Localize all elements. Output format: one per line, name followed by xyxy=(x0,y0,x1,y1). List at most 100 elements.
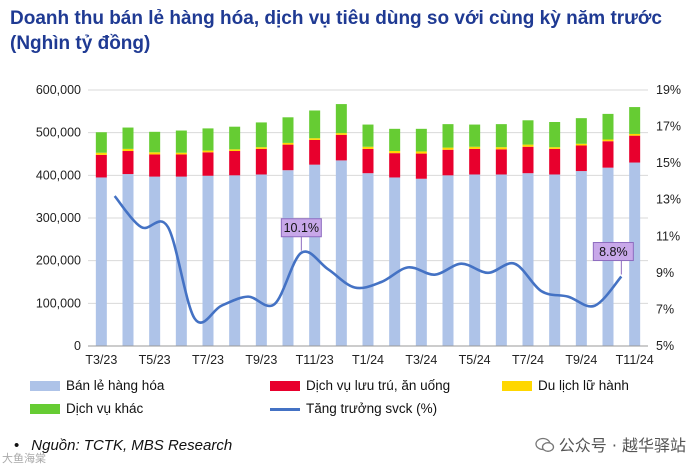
bar-segment xyxy=(469,124,481,147)
bar-segment xyxy=(149,154,161,177)
bar-segment xyxy=(575,143,587,146)
bar-segment xyxy=(309,138,321,140)
legend-label-dich-vu-khac: Dịch vụ khác xyxy=(66,401,144,416)
x-tick-label: T11/23 xyxy=(296,353,334,367)
bar-segment xyxy=(389,151,401,154)
legend-swatch-tang-truong xyxy=(270,407,300,411)
bar-segment xyxy=(95,177,107,346)
bar-segment xyxy=(415,153,427,179)
bar-segment xyxy=(549,148,561,175)
y-right-tick-label: 7% xyxy=(656,302,674,316)
bar-segment xyxy=(362,146,374,149)
annotation-label: 8.8% xyxy=(599,245,628,259)
wechat-icon xyxy=(535,437,555,457)
legend-item-du-lich: Du lịch lữ hành xyxy=(502,377,629,395)
legend-label-ban-le: Bán lẻ hàng hóa xyxy=(66,378,165,393)
bar-segment xyxy=(309,139,321,165)
bar-segment xyxy=(602,139,614,142)
bar-segment xyxy=(335,133,347,135)
legend-label-luu-tru: Dịch vụ lưu trú, ăn uống xyxy=(306,378,451,393)
chart-title: Doanh thu bán lẻ hàng hóa, dịch vụ tiêu … xyxy=(10,6,690,56)
legend-item-luu-tru: Dịch vụ lưu trú, ăn uống xyxy=(270,377,450,395)
bar-segment xyxy=(389,153,401,178)
bar-segment xyxy=(202,152,214,176)
bar-segment xyxy=(309,110,321,139)
bullet-icon: • xyxy=(14,437,20,454)
bar-segment xyxy=(335,134,347,161)
source-text: Nguồn: TCTK, MBS Research xyxy=(31,437,233,454)
bar-segment xyxy=(415,151,427,154)
bar-segment xyxy=(95,132,107,153)
axes: 0 100,000 200,000 300,000 400,000 500,000 600,… xyxy=(36,83,681,367)
bar-segment xyxy=(202,175,214,346)
y-left-tick-label: 500,000 xyxy=(36,126,81,140)
legend-item-dich-vu-khac: Dịch vụ khác xyxy=(30,400,143,418)
bar-segment xyxy=(549,147,561,149)
legend-swatch-luu-tru xyxy=(270,381,300,392)
bar-segment xyxy=(575,145,587,172)
bar-segment xyxy=(469,148,481,175)
bar-segment xyxy=(522,146,534,174)
bar-segment xyxy=(629,162,641,346)
x-tick-label: T7/23 xyxy=(192,353,224,367)
y-left-tick-label: 600,000 xyxy=(36,83,81,97)
bar-segment xyxy=(415,128,427,152)
legend-swatch-du-lich xyxy=(502,381,532,392)
bar-segment xyxy=(389,177,401,346)
bar-segment xyxy=(575,171,587,346)
legend: Bán lẻ hàng hóa Dịch vụ lưu trú, ăn uống… xyxy=(30,375,670,419)
bar-segment xyxy=(229,126,241,150)
bar-segment xyxy=(389,128,401,152)
bar-segment xyxy=(495,149,507,175)
bar-segment xyxy=(282,117,294,143)
bar-segment xyxy=(175,176,187,346)
bar-segment xyxy=(469,146,481,149)
bar-segment xyxy=(362,124,374,147)
bar-segment xyxy=(495,124,507,148)
bar-segment xyxy=(149,176,161,346)
bar-segment xyxy=(255,122,267,148)
bar-segment xyxy=(122,127,134,149)
bar-segment xyxy=(549,174,561,346)
bar-segment xyxy=(442,149,454,176)
y-left-tick-label: 300,000 xyxy=(36,211,81,225)
x-tick-label: T1/24 xyxy=(352,353,384,367)
bar-segment xyxy=(629,133,641,136)
bar-segment xyxy=(602,141,614,168)
y-right-tick-label: 17% xyxy=(656,120,681,134)
y-left-tick-label: 200,000 xyxy=(36,254,81,268)
bar-segment xyxy=(229,151,241,176)
chart-title-line1: Doanh thu bán lẻ hàng hóa, dịch vụ tiêu … xyxy=(10,8,662,29)
legend-label-du-lich: Du lịch lữ hành xyxy=(538,378,629,393)
annotations: 10.1% 8.8% xyxy=(280,218,634,275)
bar-segment xyxy=(202,150,214,153)
legend-swatch-dich-vu-khac xyxy=(30,404,60,415)
watermark-text: 公众号 · 越华驿站 xyxy=(558,436,686,455)
y-left-tick-label: 100,000 xyxy=(36,296,81,310)
bar-segment xyxy=(175,154,187,177)
bar-segment xyxy=(149,131,161,153)
bar-segment xyxy=(229,175,241,346)
bar-segment xyxy=(175,130,187,153)
bar-segment xyxy=(149,152,161,155)
source-note: • Nguồn: TCTK, MBS Research xyxy=(14,437,232,454)
bar-segment xyxy=(442,147,454,150)
annotation-label: 10.1% xyxy=(284,221,319,235)
x-tick-label: T9/23 xyxy=(245,353,277,367)
bar-segment xyxy=(575,118,587,144)
bar-segment xyxy=(549,122,561,148)
y-left-tick-label: 0 xyxy=(74,339,81,353)
bar-segment xyxy=(282,144,294,171)
bar-segment xyxy=(229,149,241,152)
y-right-tick-label: 19% xyxy=(656,83,681,97)
bar-segment xyxy=(629,135,641,163)
bar-segment xyxy=(122,151,134,175)
bar-segment xyxy=(282,170,294,346)
y-right-tick-label: 11% xyxy=(656,229,680,243)
bar-segment xyxy=(495,147,507,150)
bar-segment xyxy=(629,107,641,134)
legend-swatch-ban-le xyxy=(30,381,60,392)
bar-segment xyxy=(415,178,427,346)
bar-segment xyxy=(282,142,294,145)
y-right-tick-label: 13% xyxy=(656,193,681,207)
